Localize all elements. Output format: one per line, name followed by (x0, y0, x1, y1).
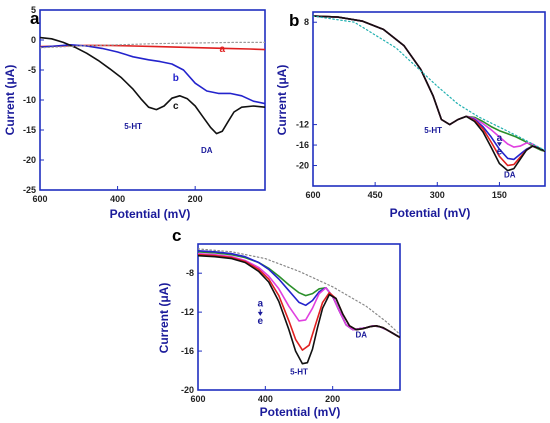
panel-b-chart: 600 450 300 150 8 -12 -16 -20 Potential (mV) Curr… (275, 11, 546, 220)
panel-b-y-tick-label: -20 (296, 161, 309, 171)
panel-a-annotation: a (220, 44, 226, 55)
panel-c-annotation: 5-HT (290, 367, 308, 376)
panel-b-x-axis-label: Potential (mV) (390, 206, 471, 220)
panel-b-y-axis-label: Current (μA) (275, 65, 289, 136)
panel-b-x-tick-label: 600 (305, 190, 320, 200)
panel-a-y-tick-label: 5 (31, 5, 36, 15)
panel-a-annotation: DA (201, 146, 213, 155)
panel-a-series-b-line (40, 43, 265, 105)
panel-b-annotation: 5-HT (424, 126, 442, 135)
panel-c-series-b-line (198, 250, 400, 339)
panel-b-letter: b (289, 11, 299, 30)
panel-c-x-axis-label: Potential (mV) (260, 405, 341, 419)
panel-c-y-tick-label: -16 (181, 346, 194, 356)
panel-c-y-tick-label: -8 (186, 268, 194, 278)
panel-a-annotation: c (173, 101, 179, 112)
panel-c-annotation: e (258, 316, 264, 327)
panel-a-y-tick-label: -15 (23, 125, 36, 135)
panel-a-x-tick-label: 400 (110, 194, 125, 204)
panel-c-chart: 600 400 200 -8 -12 -16 -20 Potential (mV) Curren… (157, 243, 401, 419)
panel-c-x-tick-label: 200 (325, 394, 340, 404)
panel-c-y-tick-label: -12 (181, 307, 194, 317)
panel-b-annotation: a (497, 133, 503, 144)
panel-c-trend-arrowhead (257, 311, 263, 316)
panel-c-x-tick-label: 600 (190, 394, 205, 404)
panel-c-annotation: a (258, 298, 264, 309)
panel-a-plot-frame (39, 9, 266, 191)
panel-a-y-tick-label: -5 (28, 65, 36, 75)
panel-b-y-tick-label: -12 (296, 120, 309, 130)
panel-b-series-d-line (313, 15, 545, 167)
panel-c-annotation: DA (356, 330, 368, 339)
panel-a-y-tick-label: -20 (23, 155, 36, 165)
panel-a-x-tick-label: 200 (188, 194, 203, 204)
panel-b-y-tick-label: 8 (304, 17, 309, 27)
panel-b-x-tick-label: 150 (492, 190, 507, 200)
panel-b-annotation: DA (504, 170, 516, 179)
panel-b-trend-arrowhead (496, 142, 502, 147)
panel-a-series-baseline-line (40, 41, 265, 49)
panel-b-series-e-line (313, 15, 545, 172)
panel-a-annotation: b (173, 73, 179, 84)
panel-c-y-tick-label: -20 (181, 385, 194, 395)
panel-b-plot-frame (312, 11, 546, 187)
panel-c-series-baseline-line (198, 248, 400, 336)
panel-c-plot-frame (197, 243, 401, 391)
panel-b-annotation: e (497, 146, 503, 157)
panel-a-y-tick-label: -25 (23, 185, 36, 195)
panel-c-letter: c (172, 226, 181, 245)
panel-a-x-axis-label: Potential (mV) (110, 207, 191, 221)
panel-a-letter: a (30, 9, 40, 28)
panel-a-series-c-line (40, 36, 265, 135)
panel-c-y-axis-label: Current (μA) (157, 283, 171, 354)
panel-b-x-tick-label: 450 (368, 190, 383, 200)
panel-b-x-tick-label: 300 (430, 190, 445, 200)
panel-a-x-tick-label: 600 (32, 194, 47, 204)
panel-c-series-a-line (198, 251, 400, 339)
panel-c-x-tick-label: 400 (258, 394, 273, 404)
panel-a-y-tick-label: 0 (31, 35, 36, 45)
panel-b-y-tick-label: -16 (296, 140, 309, 150)
panel-a-y-tick-label: -10 (23, 95, 36, 105)
panel-c-series-c-line (198, 252, 400, 339)
panel-c-series-e-line (198, 254, 400, 365)
panel-a-annotation: 5-HT (124, 122, 142, 131)
panel-a-chart: 600 400 200 5 0 -5 -10 -15 -20 -25 Potential (mV) C… (3, 5, 266, 221)
panel-a-y-axis-label: Current (μA) (3, 65, 17, 136)
